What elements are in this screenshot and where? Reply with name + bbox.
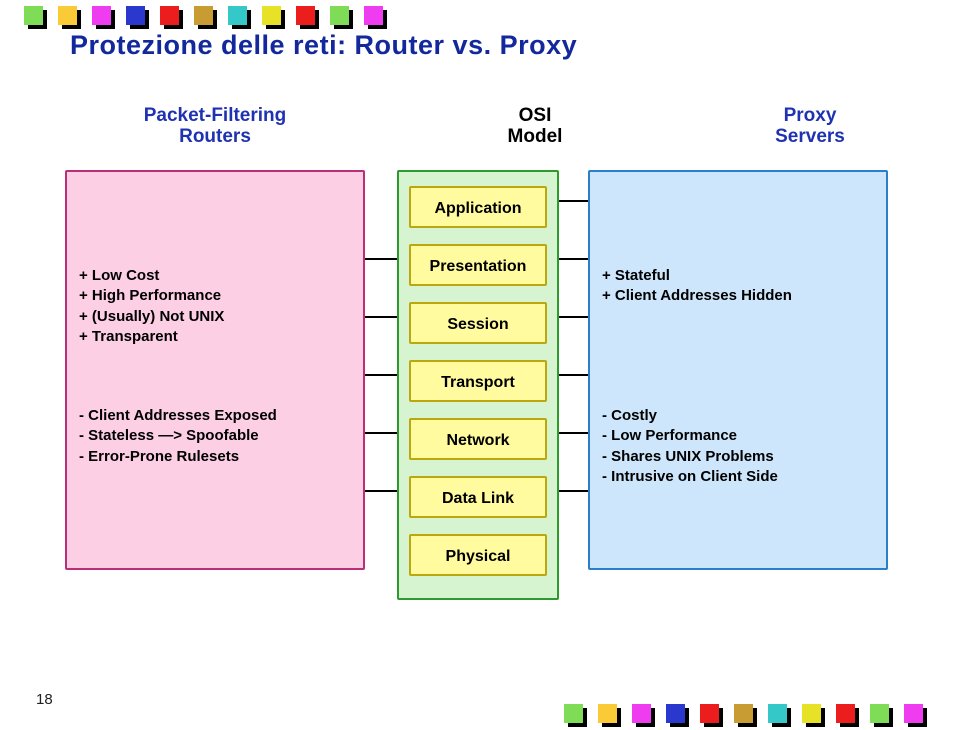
col-left-l2: Routers bbox=[125, 127, 305, 148]
osi-layer: Session bbox=[409, 302, 547, 344]
deco-square bbox=[700, 704, 719, 723]
line: - Intrusive on Client Side bbox=[602, 467, 778, 487]
deco-square bbox=[92, 6, 111, 25]
connector bbox=[365, 490, 397, 492]
connector bbox=[365, 258, 397, 260]
deco-square bbox=[296, 6, 315, 25]
proxy-cons: - Costly- Low Performance- Shares UNIX P… bbox=[602, 406, 778, 487]
col-right-label: Proxy Servers bbox=[720, 106, 900, 148]
line: - Error-Prone Rulesets bbox=[79, 447, 277, 467]
col-center-l1: OSI bbox=[445, 106, 625, 127]
deco-square bbox=[228, 6, 247, 25]
deco-square bbox=[802, 704, 821, 723]
line: + Low Cost bbox=[79, 266, 224, 286]
line: - Costly bbox=[602, 406, 778, 426]
osi-layer: Presentation bbox=[409, 244, 547, 286]
page-title: Protezione delle reti: Router vs. Proxy bbox=[70, 30, 577, 61]
deco-square bbox=[58, 6, 77, 25]
deco-square bbox=[598, 704, 617, 723]
deco-square bbox=[768, 704, 787, 723]
deco-square bbox=[24, 6, 43, 25]
deco-square bbox=[364, 6, 383, 25]
deco-square bbox=[160, 6, 179, 25]
routers-pros: + Low Cost+ High Performance+ (Usually) … bbox=[79, 266, 224, 347]
line: - Stateless —> Spoofable bbox=[79, 426, 277, 446]
osi-panel: Application Presentation Session Transport N… bbox=[397, 170, 559, 600]
osi-layer: Data Link bbox=[409, 476, 547, 518]
line: - Low Performance bbox=[602, 426, 778, 446]
col-left-label: Packet-Filtering Routers bbox=[125, 106, 305, 148]
connector bbox=[559, 490, 588, 492]
deco-square bbox=[666, 704, 685, 723]
deco-square bbox=[194, 6, 213, 25]
col-center-l2: Model bbox=[445, 127, 625, 148]
routers-cons: - Client Addresses Exposed- Stateless —>… bbox=[79, 406, 277, 467]
line: + (Usually) Not UNIX bbox=[79, 307, 224, 327]
connector bbox=[365, 316, 397, 318]
line: - Shares UNIX Problems bbox=[602, 447, 778, 467]
deco-square bbox=[904, 704, 923, 723]
connector bbox=[365, 432, 397, 434]
osi-layer: Network bbox=[409, 418, 547, 460]
line: + Stateful bbox=[602, 266, 792, 286]
connector bbox=[559, 432, 588, 434]
line: + Transparent bbox=[79, 327, 224, 347]
col-left-l1: Packet-Filtering bbox=[125, 106, 305, 127]
line: + High Performance bbox=[79, 286, 224, 306]
line: - Client Addresses Exposed bbox=[79, 406, 277, 426]
page-number: 18 bbox=[36, 691, 53, 708]
connector bbox=[559, 316, 588, 318]
connector bbox=[559, 374, 588, 376]
proxy-pros: + Stateful+ Client Addresses Hidden bbox=[602, 266, 792, 307]
connector bbox=[559, 200, 588, 202]
deco-square bbox=[126, 6, 145, 25]
deco-square bbox=[262, 6, 281, 25]
deco-square bbox=[836, 704, 855, 723]
osi-layer: Physical bbox=[409, 534, 547, 576]
deco-square bbox=[870, 704, 889, 723]
line: + Client Addresses Hidden bbox=[602, 286, 792, 306]
deco-square bbox=[632, 704, 651, 723]
deco-square bbox=[564, 704, 583, 723]
col-center-label: OSI Model bbox=[445, 106, 625, 148]
deco-square bbox=[330, 6, 349, 25]
connector bbox=[559, 258, 588, 260]
deco-square bbox=[734, 704, 753, 723]
osi-layer: Transport bbox=[409, 360, 547, 402]
osi-layer: Application bbox=[409, 186, 547, 228]
proxy-panel: + Stateful+ Client Addresses Hidden - Co… bbox=[588, 170, 888, 570]
col-right-l2: Servers bbox=[720, 127, 900, 148]
col-right-l1: Proxy bbox=[720, 106, 900, 127]
connector bbox=[365, 374, 397, 376]
routers-panel: + Low Cost+ High Performance+ (Usually) … bbox=[65, 170, 365, 570]
